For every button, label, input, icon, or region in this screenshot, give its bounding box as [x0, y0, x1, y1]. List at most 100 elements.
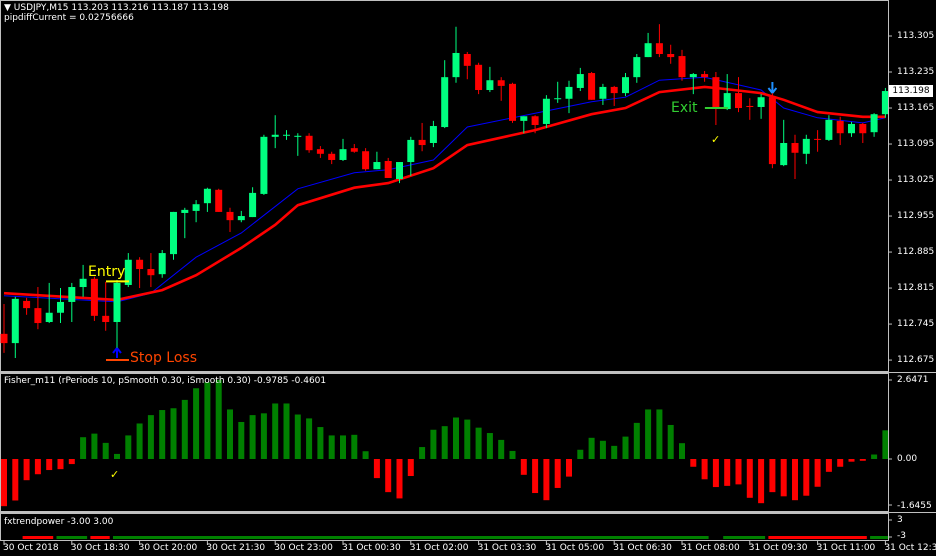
candle-body — [249, 192, 257, 218]
candle-body — [136, 259, 144, 270]
check-mark-icon: ✓ — [711, 133, 721, 146]
fisher-bar-positive — [475, 427, 482, 459]
candle — [441, 60, 449, 129]
candle — [475, 62, 483, 95]
candle-body — [57, 301, 64, 313]
candle-body — [848, 123, 855, 134]
price-tick-label: 112.955 — [897, 211, 935, 222]
trendpower-segment — [768, 536, 867, 539]
time-tick-label: 30 Oct 2018 — [3, 543, 59, 553]
trendpower-segment — [723, 536, 766, 539]
candle-body — [520, 116, 528, 121]
fisher-bar-positive — [260, 413, 267, 459]
candle-body — [90, 278, 98, 316]
candle — [316, 146, 324, 158]
candle — [735, 77, 742, 113]
candle-body — [452, 52, 460, 78]
fisher-bar-positive — [204, 382, 211, 459]
candle-body — [644, 43, 652, 58]
candle-body — [475, 64, 483, 91]
trendpower-segment — [90, 536, 110, 539]
candle — [11, 296, 19, 359]
dropdown-triangle-icon[interactable]: ▼ — [4, 3, 11, 13]
candle — [814, 130, 822, 152]
candle-body — [463, 54, 471, 66]
fisher-bar-negative — [532, 459, 539, 494]
fisher-bar-positive — [351, 434, 358, 459]
fisher-histogram — [1, 379, 889, 507]
fisher-bar-positive — [227, 409, 233, 459]
time-tick-label: 31 Oct 02:00 — [409, 543, 469, 553]
candle — [588, 72, 596, 100]
candle-body — [791, 142, 799, 153]
fisher-bar-positive — [328, 435, 335, 459]
candle — [0, 304, 8, 353]
price-tick-label: 113.025 — [897, 175, 935, 186]
time-tick-label: 31 Oct 08:00 — [681, 543, 740, 553]
candle — [429, 120, 437, 148]
candle — [90, 276, 98, 321]
fisher-bar-positive — [622, 436, 629, 459]
main-pane-border — [0, 0, 889, 372]
fisher-bar-negative — [758, 459, 765, 504]
candle — [147, 253, 155, 288]
candle — [158, 249, 166, 278]
fisher-bar-negative — [46, 459, 53, 471]
price-tick-label: 113.165 — [897, 103, 935, 114]
candle — [305, 133, 313, 153]
candle-body — [802, 138, 810, 154]
exit-label: Exit — [671, 100, 698, 116]
fisher-bar-positive — [679, 443, 685, 459]
candle-body — [226, 211, 234, 221]
candle — [780, 119, 788, 167]
candle-body — [407, 139, 415, 163]
candle — [701, 70, 709, 82]
fisher-bar-negative — [554, 459, 561, 488]
candle-body — [859, 123, 867, 134]
fisher-bar-negative — [859, 459, 866, 461]
candle — [622, 73, 629, 97]
candle — [667, 44, 675, 64]
current-price-label: 113.198 — [889, 85, 933, 97]
time-tick-label: 31 Oct 05:00 — [545, 543, 605, 553]
candle-body — [689, 74, 697, 78]
candle-body — [599, 86, 607, 99]
candle-body — [158, 253, 166, 275]
fisher-bar-positive — [80, 437, 87, 459]
fisher-bar-positive — [147, 415, 154, 459]
candle-body — [0, 333, 8, 344]
candle — [554, 81, 562, 103]
candle-body — [509, 83, 516, 121]
trendpower-axis-min: -3 — [897, 531, 906, 541]
candle — [509, 82, 516, 123]
candle-body — [68, 287, 76, 302]
price-tick-label: 113.305 — [897, 31, 935, 41]
fisher-bar-positive — [249, 415, 256, 459]
candle-body — [294, 135, 302, 137]
candle — [181, 207, 189, 239]
trendpower-title: fxtrendpower -3.00 3.00 — [4, 517, 114, 527]
candle-body — [622, 77, 629, 94]
fisher-bar-positive — [577, 449, 584, 459]
candle — [328, 151, 336, 165]
candle-body — [396, 162, 403, 180]
fisher-bar-positive — [486, 433, 493, 459]
candle — [712, 72, 720, 125]
candle — [542, 95, 550, 129]
time-tick-label: 30 Oct 23:00 — [274, 543, 333, 553]
candle-body — [497, 80, 505, 86]
candle-body — [429, 126, 437, 143]
candle-body — [45, 312, 53, 323]
candle — [497, 77, 505, 101]
trendpower-bars — [22, 536, 890, 539]
fisher-bar-positive — [125, 435, 132, 459]
candle-body — [735, 93, 742, 109]
fisher-bar-positive — [667, 424, 674, 459]
fisher-bar-negative — [543, 459, 550, 501]
trade-annotations — [106, 82, 778, 361]
candle — [203, 187, 211, 212]
candle-body — [362, 151, 370, 170]
candle-body — [588, 73, 596, 100]
